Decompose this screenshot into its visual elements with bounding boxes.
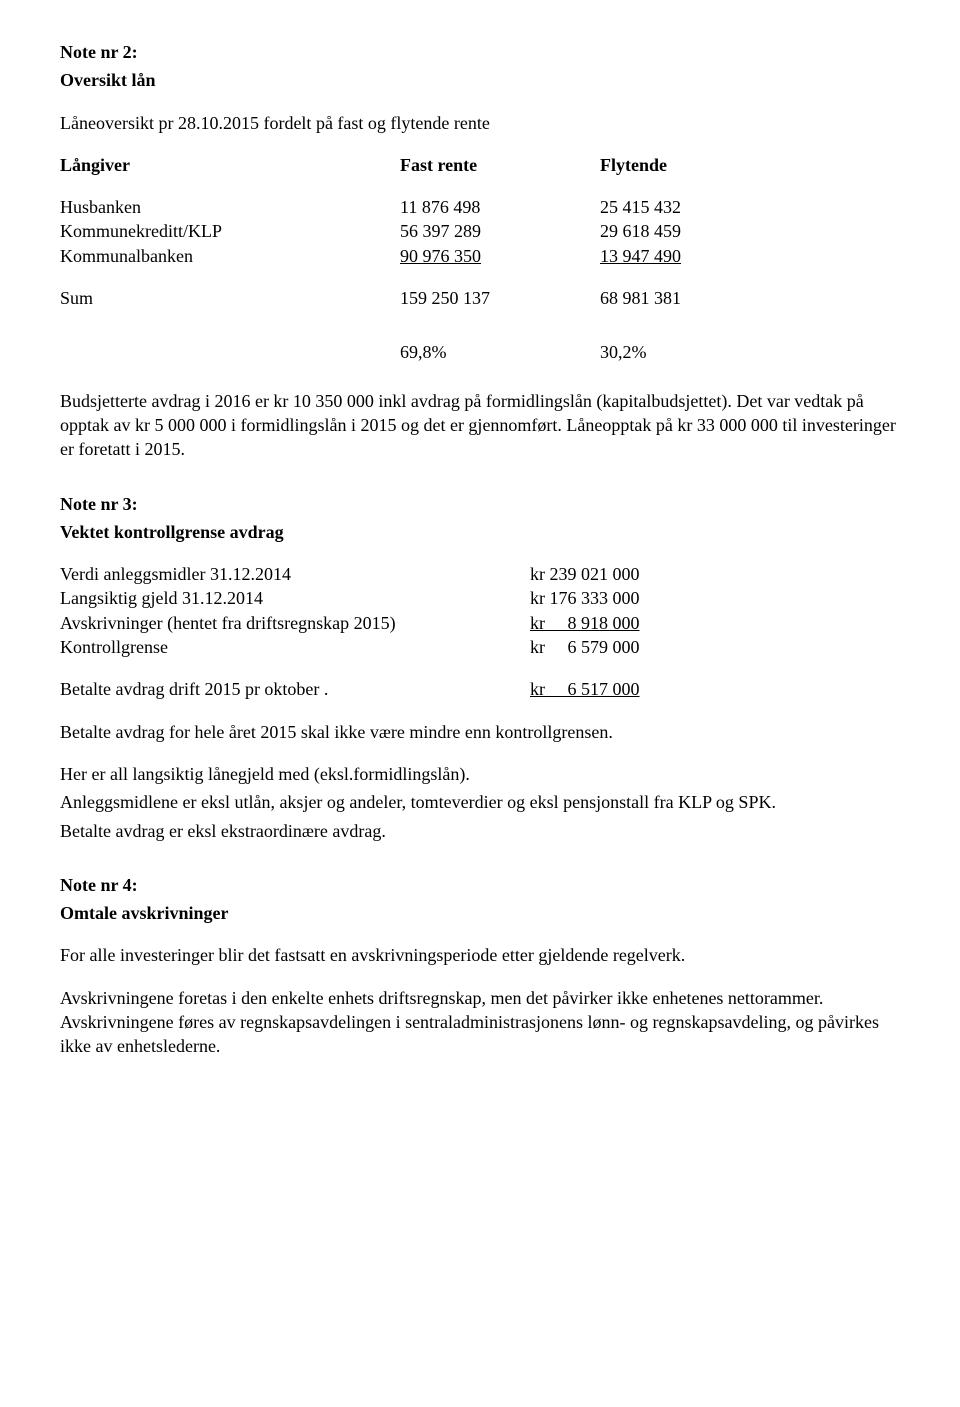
- row-val1: 90 976 350: [400, 246, 481, 266]
- table-row: Husbanken 11 876 498 25 415 432: [60, 195, 800, 219]
- row-val2: 25 415 432: [600, 195, 800, 219]
- table-row: Kontrollgrense kr 6 579 000: [60, 635, 730, 659]
- note3-heading2: Vektet kontrollgrense avdrag: [60, 520, 900, 544]
- note4-p1: For alle investeringer blir det fastsatt…: [60, 943, 900, 967]
- sum-label: Sum: [60, 286, 400, 310]
- row-val2: 13 947 490: [600, 246, 681, 266]
- paid-row: Betalte avdrag drift 2015 pr oktober . k…: [60, 677, 730, 701]
- table-row: Avskrivninger (hentet fra driftsregnskap…: [60, 611, 730, 635]
- row-val1: 11 876 498: [400, 195, 600, 219]
- col-header-langiver: Långiver: [60, 153, 400, 177]
- pct-val1: 69,8%: [400, 340, 600, 364]
- table-row: Langsiktig gjeld 31.12.2014 kr 176 333 0…: [60, 586, 730, 610]
- note2: Note nr 2: Oversikt lån Låneoversikt pr …: [60, 40, 900, 462]
- note3-p2c: Betalte avdrag er eksl ekstraordinære av…: [60, 819, 900, 843]
- note2-table: Långiver Fast rente Flytende Husbanken 1…: [60, 153, 800, 365]
- note2-heading2: Oversikt lån: [60, 68, 900, 92]
- note4-p2: Avskrivningene foretas i den enkelte enh…: [60, 986, 900, 1059]
- row-val2: 29 618 459: [600, 219, 800, 243]
- note3-p2b: Anleggsmidlene er eksl utlån, aksjer og …: [60, 790, 900, 814]
- row-val: kr 176 333 000: [530, 586, 730, 610]
- sum-val1: 159 250 137: [400, 286, 600, 310]
- row-label: Kommunalbanken: [60, 244, 400, 268]
- note4-heading1: Note nr 4:: [60, 873, 900, 897]
- col-header-flytende: Flytende: [600, 153, 800, 177]
- note4: Note nr 4: Omtale avskrivninger For alle…: [60, 873, 900, 1059]
- paid-label: Betalte avdrag drift 2015 pr oktober .: [60, 677, 530, 701]
- note3: Note nr 3: Vektet kontrollgrense avdrag …: [60, 492, 900, 843]
- table-row: Kommunekreditt/KLP 56 397 289 29 618 459: [60, 219, 800, 243]
- pct-val2: 30,2%: [600, 340, 800, 364]
- note2-paragraph: Budsjetterte avdrag i 2016 er kr 10 350 …: [60, 389, 900, 462]
- note3-table: Verdi anleggsmidler 31.12.2014 kr 239 02…: [60, 562, 730, 701]
- row-val: kr 6 579 000: [530, 635, 730, 659]
- pct-row: 69,8% 30,2%: [60, 340, 800, 364]
- row-label: Langsiktig gjeld 31.12.2014: [60, 586, 530, 610]
- row-label: Avskrivninger (hentet fra driftsregnskap…: [60, 611, 530, 635]
- note3-p2a: Her er all langsiktig lånegjeld med (eks…: [60, 762, 900, 786]
- col-header-fast: Fast rente: [400, 153, 600, 177]
- sum-row: Sum 159 250 137 68 981 381: [60, 286, 800, 310]
- row-label: Kontrollgrense: [60, 635, 530, 659]
- note3-p1: Betalte avdrag for hele året 2015 skal i…: [60, 720, 900, 744]
- row-label: Kommunekreditt/KLP: [60, 219, 400, 243]
- row-val: kr 8 918 000: [530, 611, 730, 635]
- note4-heading2: Omtale avskrivninger: [60, 901, 900, 925]
- table-row: Verdi anleggsmidler 31.12.2014 kr 239 02…: [60, 562, 730, 586]
- row-val1: 56 397 289: [400, 219, 600, 243]
- row-val: kr 239 021 000: [530, 562, 730, 586]
- note3-heading1: Note nr 3:: [60, 492, 900, 516]
- row-label: Verdi anleggsmidler 31.12.2014: [60, 562, 530, 586]
- row-label: Husbanken: [60, 195, 400, 219]
- table-row: Kommunalbanken 90 976 350 13 947 490: [60, 244, 800, 268]
- note2-heading1: Note nr 2:: [60, 40, 900, 64]
- sum-val2: 68 981 381: [600, 286, 800, 310]
- note2-header-row: Långiver Fast rente Flytende: [60, 153, 800, 177]
- note2-intro: Låneoversikt pr 28.10.2015 fordelt på fa…: [60, 111, 900, 135]
- paid-val: kr 6 517 000: [530, 677, 730, 701]
